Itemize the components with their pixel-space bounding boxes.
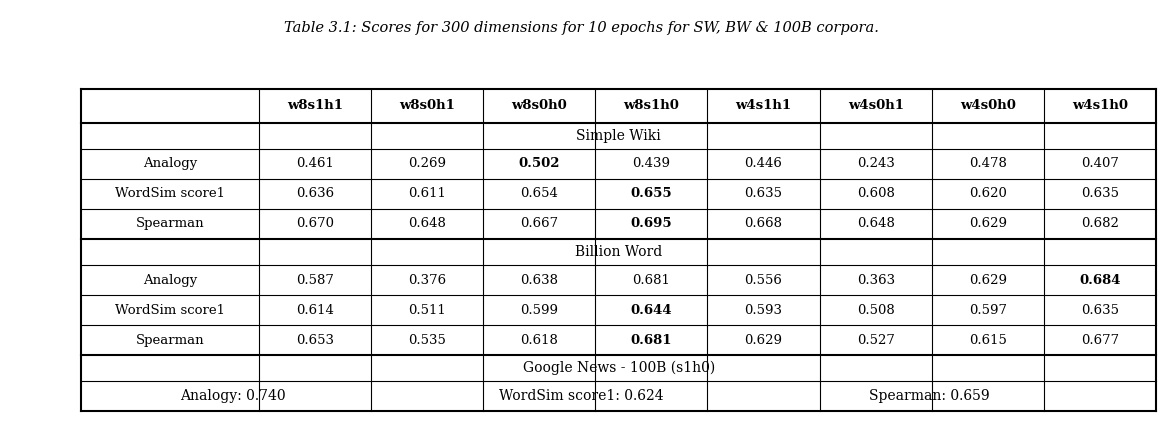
- Text: 0.599: 0.599: [521, 304, 558, 317]
- Text: Table 3.1: Scores for 300 dimensions for 10 epochs for SW, BW & 100B corpora.: Table 3.1: Scores for 300 dimensions for…: [284, 21, 878, 35]
- Text: Simple Wiki: Simple Wiki: [576, 129, 661, 143]
- Text: 0.635: 0.635: [1081, 187, 1119, 201]
- Text: w4s1h1: w4s1h1: [736, 99, 791, 112]
- Text: 0.629: 0.629: [969, 218, 1007, 230]
- Text: 0.635: 0.635: [1081, 304, 1119, 317]
- Text: w4s0h1: w4s0h1: [848, 99, 904, 112]
- Text: 0.648: 0.648: [856, 218, 895, 230]
- Text: 0.684: 0.684: [1079, 273, 1121, 287]
- Text: Spearman: Spearman: [136, 218, 205, 230]
- Text: 0.461: 0.461: [296, 157, 333, 170]
- Text: w4s0h0: w4s0h0: [960, 99, 1016, 112]
- Text: 0.611: 0.611: [408, 187, 446, 201]
- Text: 0.556: 0.556: [745, 273, 782, 287]
- Text: 0.670: 0.670: [296, 218, 333, 230]
- Text: 0.629: 0.629: [969, 273, 1007, 287]
- Text: 0.508: 0.508: [856, 304, 895, 317]
- Text: Analogy: Analogy: [143, 157, 198, 170]
- Text: w8s1h0: w8s1h0: [623, 99, 680, 112]
- Text: WordSim score1: WordSim score1: [115, 304, 225, 317]
- Text: w8s0h1: w8s0h1: [399, 99, 454, 112]
- Text: 0.636: 0.636: [295, 187, 333, 201]
- Text: Spearman: 0.659: Spearman: 0.659: [869, 389, 990, 403]
- Text: 0.269: 0.269: [408, 157, 446, 170]
- Text: 0.376: 0.376: [408, 273, 446, 287]
- Text: 0.608: 0.608: [856, 187, 895, 201]
- Text: 0.597: 0.597: [969, 304, 1007, 317]
- Text: Google News - 100B (s1h0): Google News - 100B (s1h0): [523, 361, 715, 375]
- Text: Analogy: Analogy: [143, 273, 198, 287]
- Text: 0.677: 0.677: [1081, 334, 1119, 347]
- Text: 0.535: 0.535: [408, 334, 446, 347]
- Text: 0.243: 0.243: [856, 157, 895, 170]
- Text: 0.527: 0.527: [856, 334, 895, 347]
- Text: 0.511: 0.511: [408, 304, 446, 317]
- Text: 0.668: 0.668: [745, 218, 782, 230]
- Text: 0.618: 0.618: [521, 334, 558, 347]
- Text: 0.363: 0.363: [856, 273, 895, 287]
- Text: w4s1h0: w4s1h0: [1073, 99, 1128, 112]
- Text: 0.615: 0.615: [969, 334, 1006, 347]
- Text: 0.439: 0.439: [632, 157, 670, 170]
- Text: 0.644: 0.644: [631, 304, 672, 317]
- Text: 0.654: 0.654: [521, 187, 558, 201]
- Text: WordSim score1: WordSim score1: [115, 187, 225, 201]
- Text: 0.648: 0.648: [408, 218, 446, 230]
- Text: w8s0h0: w8s0h0: [511, 99, 567, 112]
- Text: 0.593: 0.593: [745, 304, 782, 317]
- Text: 0.655: 0.655: [631, 187, 672, 201]
- Text: 0.587: 0.587: [296, 273, 333, 287]
- Text: Billion Word: Billion Word: [575, 245, 662, 259]
- Text: 0.682: 0.682: [1081, 218, 1119, 230]
- Text: 0.478: 0.478: [969, 157, 1006, 170]
- Text: 0.407: 0.407: [1081, 157, 1119, 170]
- Text: Analogy: 0.740: Analogy: 0.740: [180, 389, 285, 403]
- Text: WordSim score1: 0.624: WordSim score1: 0.624: [498, 389, 664, 403]
- Text: 0.695: 0.695: [631, 218, 672, 230]
- Text: Spearman: Spearman: [136, 334, 205, 347]
- Text: 0.681: 0.681: [632, 273, 670, 287]
- Text: 0.635: 0.635: [745, 187, 782, 201]
- Text: w8s1h1: w8s1h1: [287, 99, 343, 112]
- Text: 0.620: 0.620: [969, 187, 1006, 201]
- Text: 0.653: 0.653: [296, 334, 333, 347]
- Text: 0.667: 0.667: [521, 218, 558, 230]
- Text: 0.502: 0.502: [518, 157, 560, 170]
- Text: 0.446: 0.446: [745, 157, 782, 170]
- Text: 0.629: 0.629: [745, 334, 782, 347]
- Text: 0.638: 0.638: [521, 273, 558, 287]
- Text: 0.614: 0.614: [296, 304, 333, 317]
- Text: 0.681: 0.681: [631, 334, 672, 347]
